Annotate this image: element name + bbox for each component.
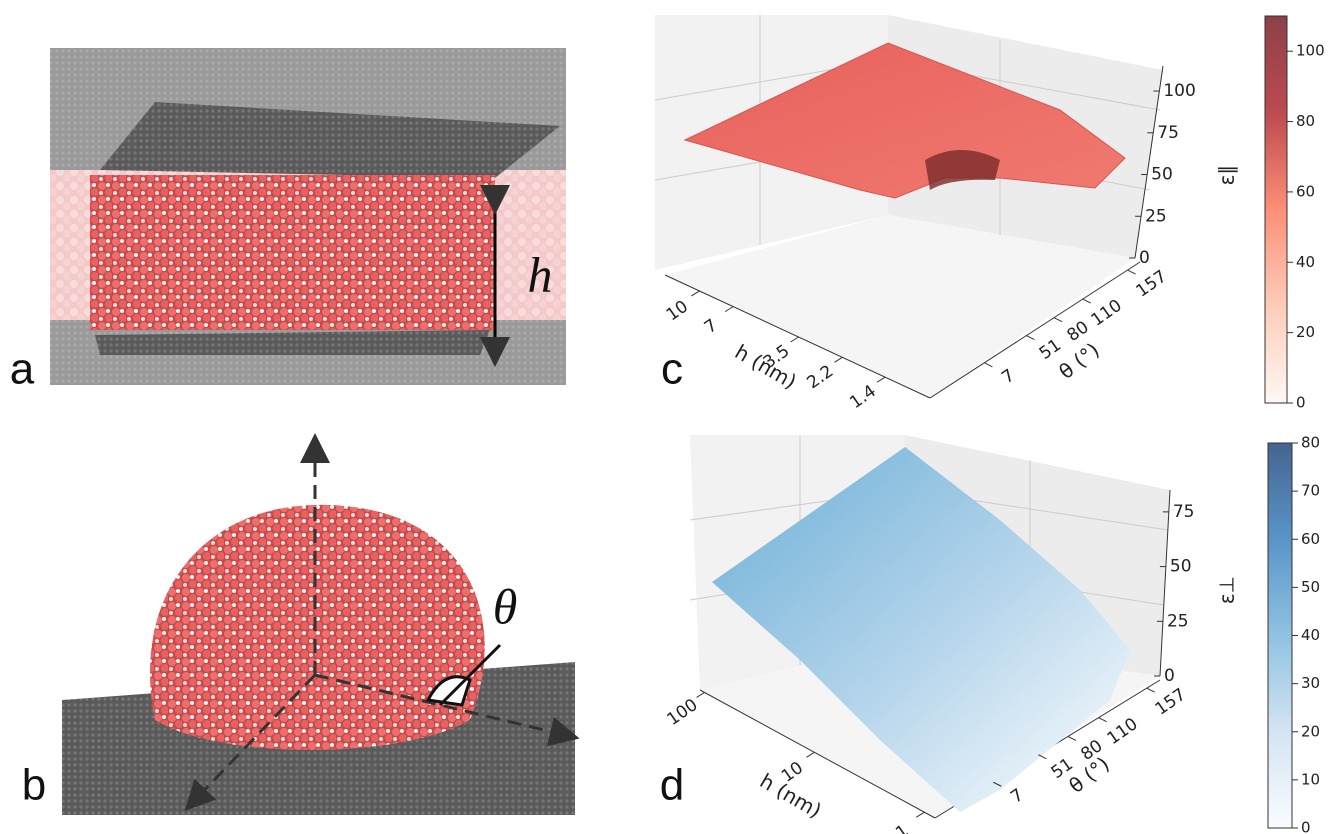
y-axis-title: θ (°) [1054,338,1104,384]
y-tick-label: 157 [1152,685,1190,720]
y-tick-label: 110 [1104,714,1142,749]
x-tick-label: 1 [892,821,912,834]
x-axis-title: h (nm) [731,340,801,394]
colorbar-tick-label: 20 [1296,323,1315,341]
panel-label: c [661,345,683,394]
colorbar-tick-label: 0 [1296,394,1306,412]
panel-label: d [660,761,684,810]
x-tick-label: 2.2 [804,361,838,393]
y-tick [1147,688,1155,692]
colorbar-tick-label: 100 [1296,42,1325,60]
panel-label: a [10,345,35,394]
z-tick-label: 25 [1167,611,1189,631]
annotation-h: h [528,246,553,302]
z-axis-title: ε∥ [1215,165,1239,186]
colorbar-tick-label: 40 [1296,253,1315,271]
x-tick-label: 7 [701,315,721,338]
x-tick-label: 1.4 [846,381,880,413]
z-tick-label: 75 [1173,502,1195,522]
z-tick-label: 25 [1145,206,1167,226]
z-tick-label: 0 [1164,666,1175,686]
y-tick [1054,318,1062,322]
z-axis-title: ε⊥ [1215,576,1239,604]
annotation-theta: θ [493,578,518,634]
z-tick-label: 0 [1139,248,1150,268]
z-tick-label: 75 [1157,123,1179,143]
figure: h a θ b c d 1073.52.21.47518011015702550… [0,0,1332,834]
y-tick [1068,736,1076,740]
y-tick-label: 157 [1133,267,1171,302]
x-tick [834,357,842,362]
colorbar-tick-label: 80 [1301,434,1320,452]
y-tick [1083,299,1091,303]
panel-label: b [22,761,46,810]
z-tick-label: 100 [1163,81,1195,101]
colorbar-tick-label: 10 [1301,770,1320,788]
colorbar-tick-label: 50 [1301,578,1320,596]
y-tick-label: 110 [1088,296,1126,331]
x-tick [697,692,705,697]
y-tick [984,363,992,367]
colorbar [1265,16,1287,403]
x-tick [806,752,814,757]
colorbar-tick-label: 60 [1296,182,1315,200]
x-tick-label: 10 [663,297,692,326]
x-tick [691,291,699,296]
colorbar [1268,443,1292,828]
y-tick [1099,718,1107,722]
colorbar-tick-label: 60 [1301,530,1320,548]
z-tick-label: 50 [1170,557,1192,577]
z-tick-label: 50 [1151,165,1173,185]
x-tick [725,307,733,312]
y-tick [1026,336,1034,340]
y-tick-label: 7 [1007,785,1027,808]
x-tick-label: 100 [664,695,702,730]
y-tick [1128,270,1136,274]
colorbar-tick-label: 30 [1301,674,1320,692]
x-tick [877,377,885,382]
y-tick-label: 7 [998,365,1018,388]
y-axis-title: θ (°) [1064,752,1114,798]
colorbar-tick-label: 20 [1301,722,1320,740]
colorbar-tick-label: 80 [1296,112,1315,130]
x-tick [916,812,924,817]
colorbar-tick-label: 70 [1301,482,1320,500]
panel-a-image [50,48,566,385]
x-tick [791,337,799,342]
colorbar-tick-label: 0 [1301,819,1311,834]
colorbar-tick-label: 40 [1301,626,1320,644]
